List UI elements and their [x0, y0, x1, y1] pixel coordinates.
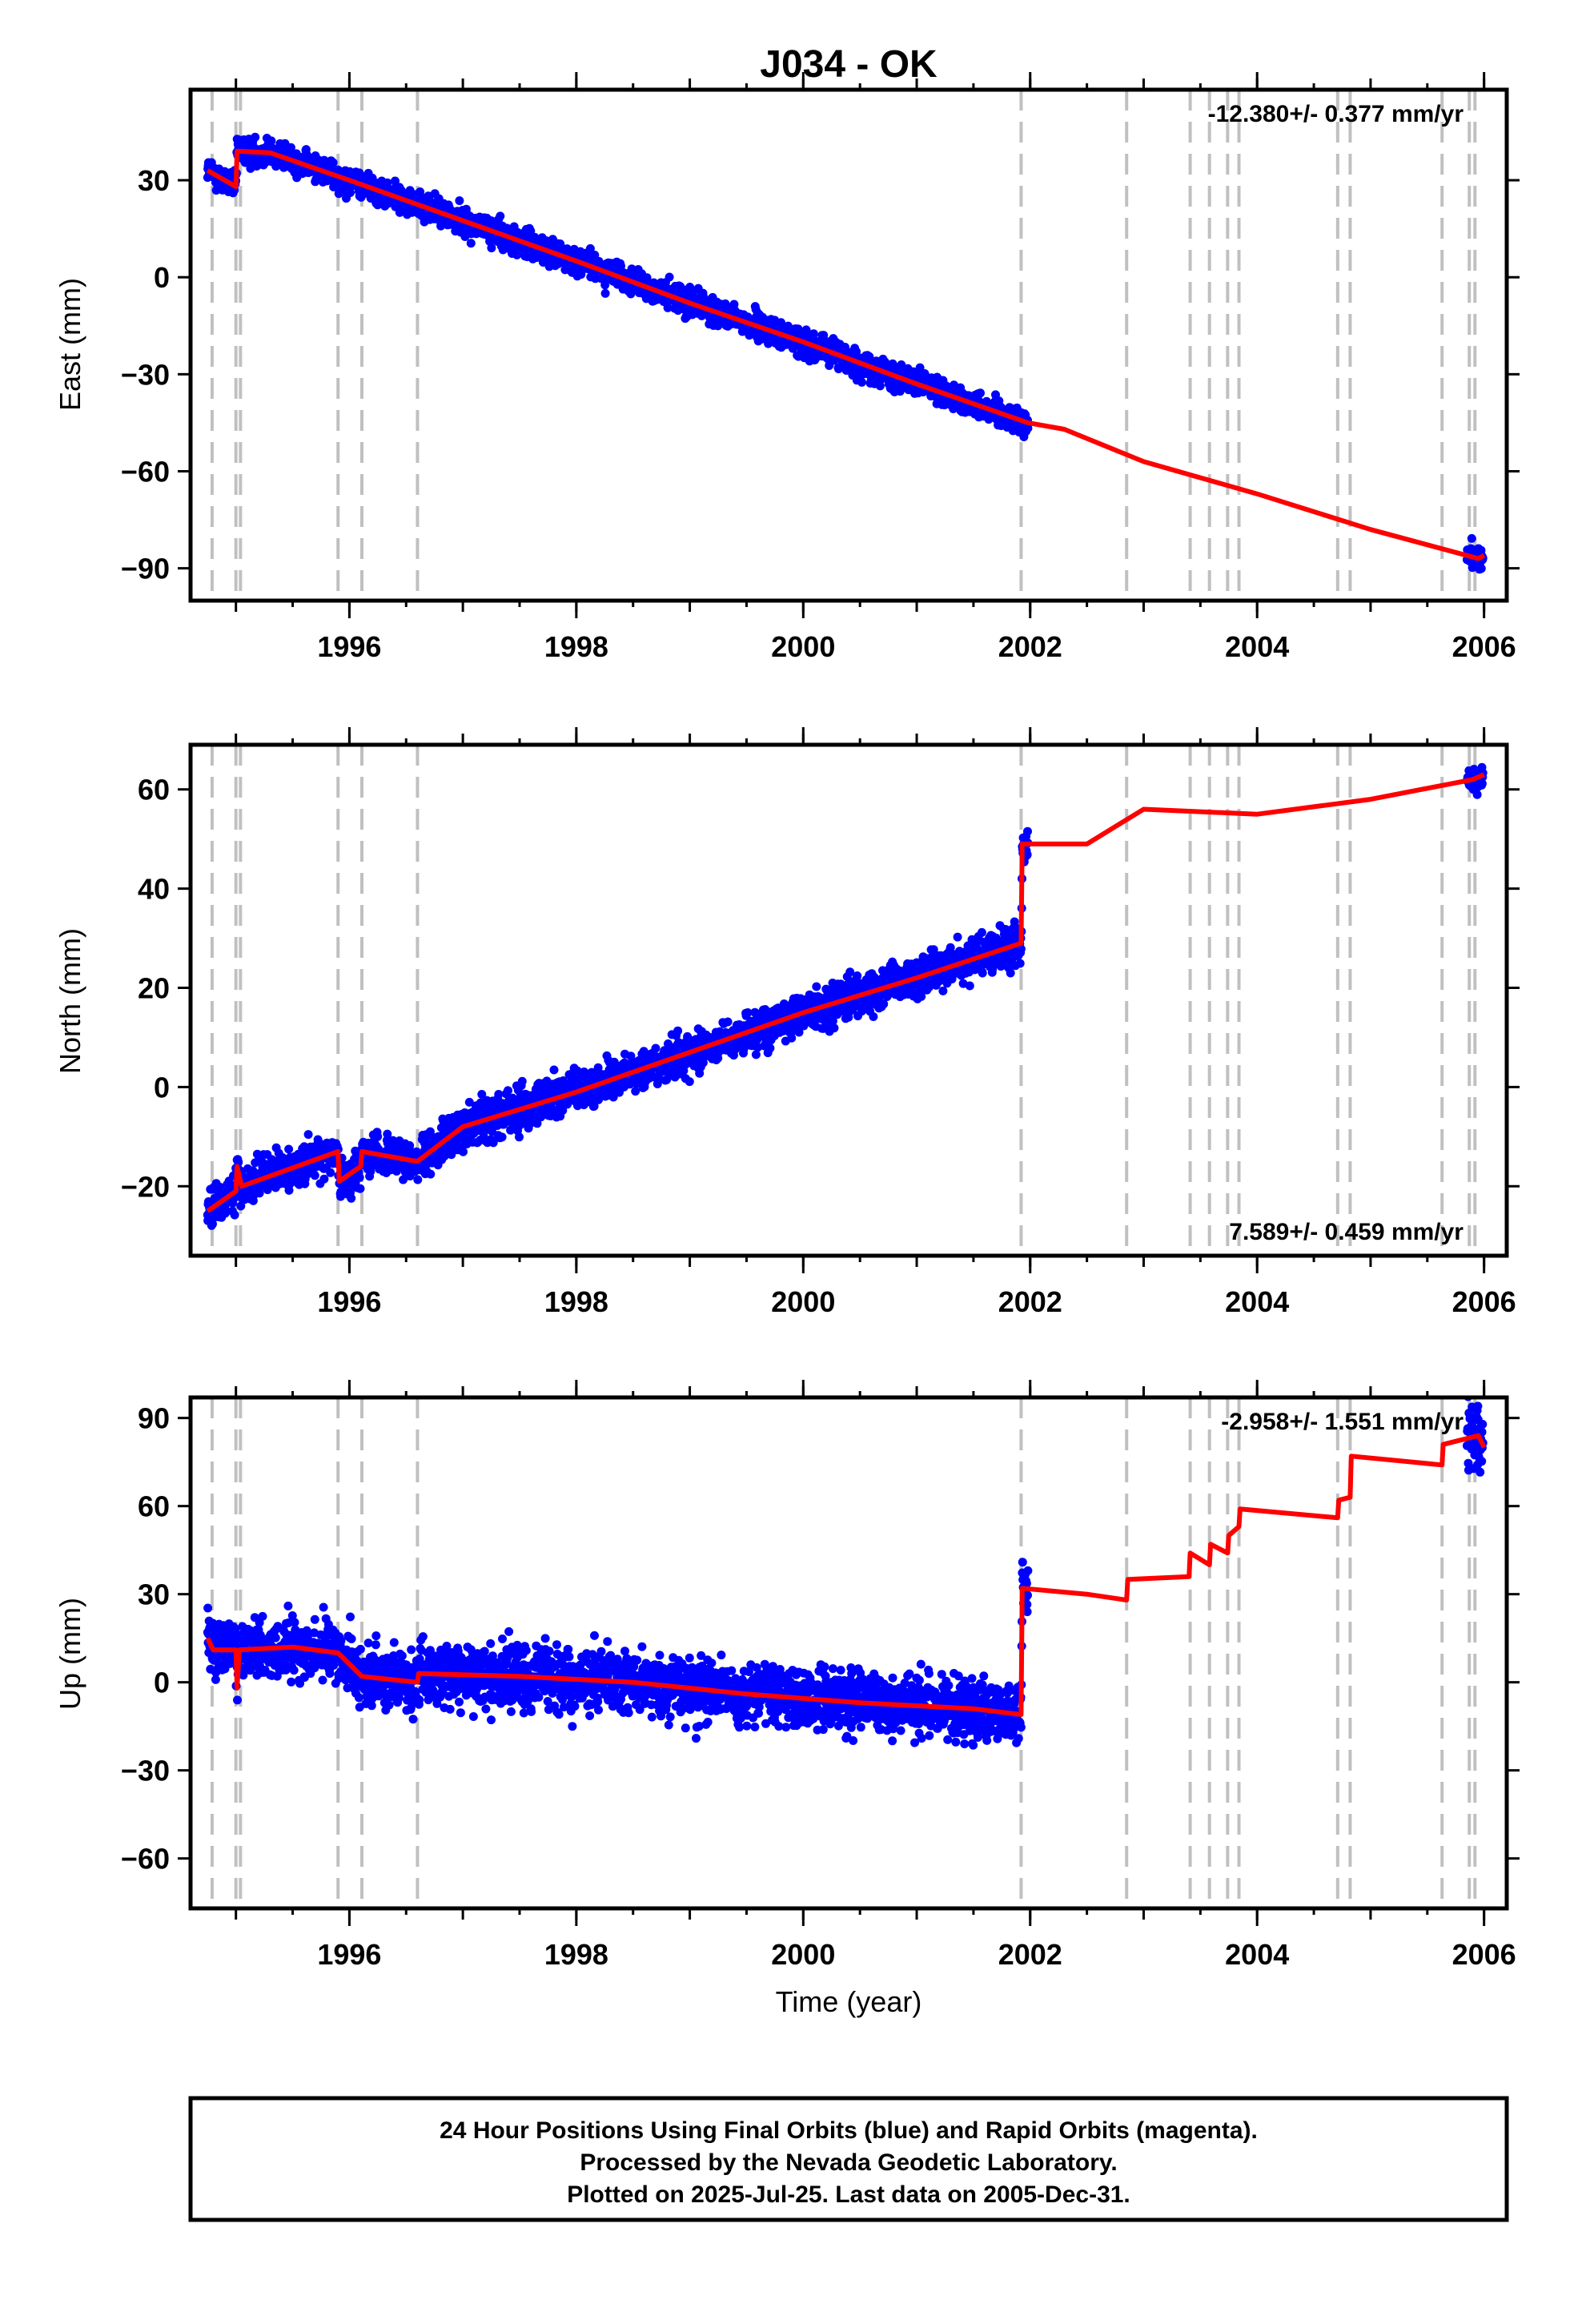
y-tick-label: 0	[154, 261, 170, 294]
data-point	[426, 1169, 436, 1179]
data-point	[857, 377, 866, 387]
data-point	[743, 1008, 753, 1017]
x-tick-label: 2000	[771, 630, 835, 663]
data-point	[506, 1125, 516, 1135]
x-tick-label: 2002	[998, 630, 1062, 663]
data-point	[515, 1132, 524, 1142]
y-tick-label: −60	[121, 455, 170, 488]
panels: 1996 1998 2000 2002 2004 2006 30 0 −30 −60 −90 East…	[54, 72, 1520, 1971]
data-point	[549, 1065, 559, 1075]
data-point	[1023, 424, 1033, 433]
data-point	[455, 196, 464, 206]
data-point	[399, 1175, 408, 1184]
data-point	[517, 1076, 527, 1086]
data-point	[665, 272, 674, 282]
data-point	[865, 352, 874, 361]
data-point	[310, 1171, 319, 1180]
plot-frame	[188, 87, 1509, 603]
data-point	[355, 1172, 364, 1182]
data-point	[723, 1017, 733, 1027]
model-line	[206, 148, 1486, 561]
x-tick-label: 2004	[1225, 630, 1289, 663]
data-point	[326, 1168, 335, 1177]
data-point	[383, 1129, 392, 1139]
data-point	[809, 329, 818, 339]
data-point	[845, 967, 855, 977]
data-point	[812, 982, 821, 991]
data-point	[663, 303, 673, 312]
data-point	[230, 1210, 239, 1220]
data-point	[252, 1149, 262, 1159]
data-point	[600, 280, 610, 290]
data-point	[504, 1086, 512, 1096]
data-point	[589, 1101, 599, 1111]
data-point	[794, 1027, 804, 1037]
data-point	[651, 1043, 661, 1053]
data-point	[466, 239, 476, 248]
data-point	[631, 1087, 640, 1096]
data-point	[765, 1043, 775, 1053]
data-point	[976, 388, 985, 398]
data-point	[875, 381, 885, 391]
data-point	[532, 1119, 542, 1128]
y-axis-label: East (mm)	[54, 278, 86, 411]
data-point	[787, 1033, 797, 1043]
data-point	[528, 1112, 538, 1122]
y-tick-label: 30	[138, 164, 170, 197]
data-point	[829, 1023, 839, 1033]
data-point	[236, 1201, 246, 1211]
data-point	[751, 1050, 761, 1059]
y-tick-label: −30	[121, 358, 170, 391]
data-point	[1476, 564, 1486, 573]
data-point	[464, 1097, 474, 1107]
data-point	[487, 243, 496, 253]
rate-label: -12.380+/- 0.377 mm/yr	[1208, 101, 1464, 127]
x-tick-label: 1996	[317, 630, 381, 663]
data-point	[673, 1026, 683, 1035]
data-point	[459, 1147, 468, 1156]
data-point	[600, 288, 610, 298]
data-point	[853, 971, 862, 980]
data-point	[208, 1219, 217, 1228]
data-point	[328, 158, 338, 167]
data-point	[729, 300, 739, 309]
y-tick-label: −90	[121, 553, 170, 585]
data-point	[496, 211, 505, 221]
data-point	[915, 363, 925, 372]
data-point	[221, 1205, 231, 1215]
data-point	[425, 1127, 435, 1136]
plot-area	[203, 745, 1488, 1256]
x-tick-label: 2006	[1452, 630, 1516, 663]
data-point	[346, 188, 355, 197]
data-point	[284, 1144, 294, 1154]
data-point	[477, 1090, 487, 1099]
data-point	[1467, 533, 1476, 543]
data-point	[373, 1132, 383, 1141]
data-point	[494, 1090, 504, 1099]
data-point	[642, 273, 652, 283]
data-point	[685, 1077, 694, 1087]
data-point	[828, 1016, 837, 1026]
data-point	[319, 1174, 329, 1184]
plot-area	[203, 90, 1488, 601]
data-point	[267, 136, 276, 146]
data-point	[413, 1175, 423, 1184]
data-point	[879, 999, 889, 1009]
data-point	[251, 132, 260, 142]
data-point	[869, 1012, 878, 1021]
data-point	[497, 1132, 507, 1142]
data-point	[698, 1058, 708, 1068]
panel-north: 1996 1998 2000 2002 2004 20066040200−20North …	[54, 727, 1520, 1318]
panel-east: 1996 1998 2000 2002 2004 2006 30 0 −30 −60 −90 East…	[54, 72, 1520, 663]
figure-title: J034 - OK	[760, 43, 938, 86]
data-point	[819, 331, 829, 340]
data-point	[713, 1053, 723, 1063]
data-point	[626, 289, 636, 299]
data-point	[355, 1184, 365, 1193]
data-point	[303, 1130, 313, 1140]
data-point	[347, 1193, 356, 1203]
x-tick-label: 1998	[544, 630, 608, 663]
data-point	[488, 1138, 498, 1148]
